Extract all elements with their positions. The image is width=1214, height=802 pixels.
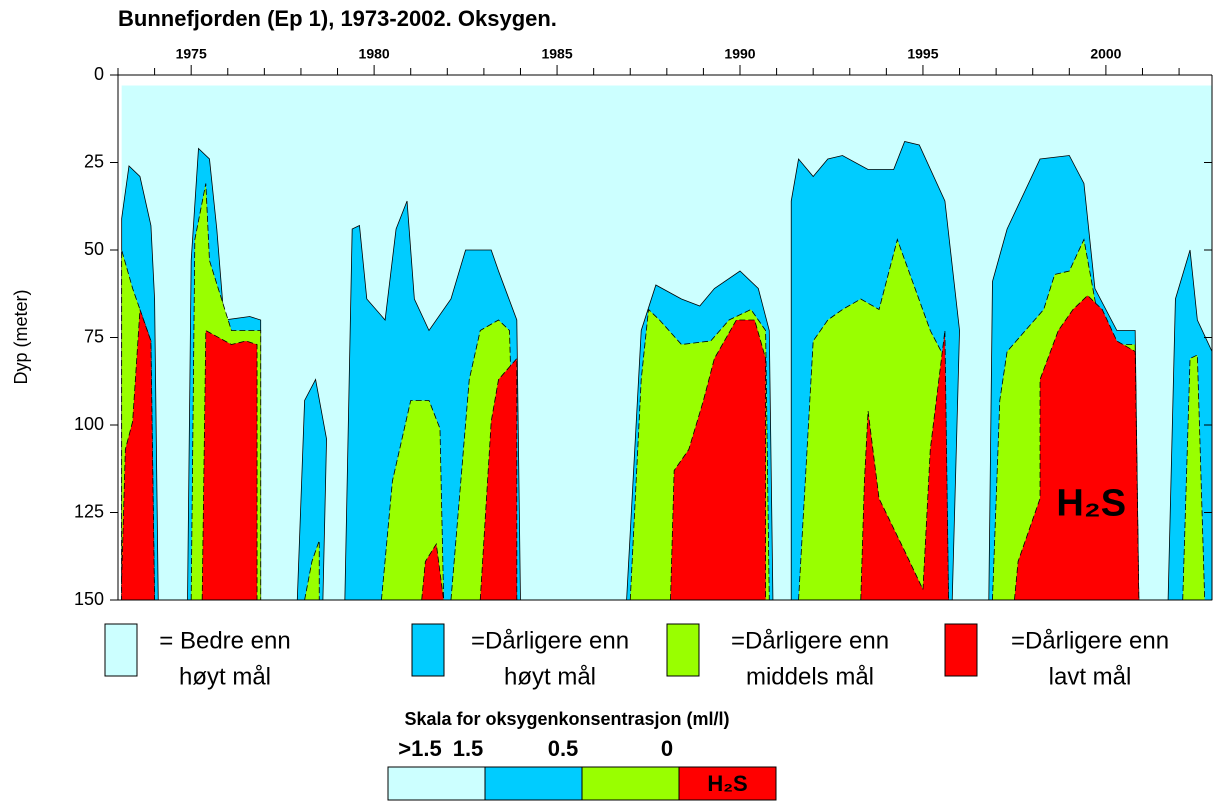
contour-region xyxy=(201,329,258,601)
scale-label: 0.5 xyxy=(548,736,579,761)
scale-label: >1.5 xyxy=(398,736,441,761)
x-tick-label: 1975 xyxy=(176,46,207,62)
legend-label: lavt mål xyxy=(1049,663,1132,690)
scale-cell xyxy=(678,766,777,801)
x-tick-label: 1990 xyxy=(724,46,755,62)
y-tick-label: 75 xyxy=(84,326,104,346)
scale-cell xyxy=(387,766,486,801)
legend: = Bedre enn høyt mål =Dårligere enn høyt må… xyxy=(104,623,1169,690)
legend-label: høyt mål xyxy=(504,663,596,690)
contour-region xyxy=(860,330,949,601)
legend-label: = Bedre enn xyxy=(159,627,290,654)
contour-region xyxy=(1182,354,1206,601)
legend-swatch xyxy=(944,623,978,677)
y-tick-label: 100 xyxy=(74,414,104,434)
scale-label: 0 xyxy=(661,736,673,761)
contour-region xyxy=(421,542,445,601)
scale-cell xyxy=(484,766,583,801)
x-tick-label: 1995 xyxy=(907,46,938,62)
legend-label: middels mål xyxy=(746,663,874,690)
legend-swatch xyxy=(411,623,445,677)
contour-region xyxy=(1013,294,1140,601)
scale-title: Skala for oksygenkonsentrasjon (ml/l) xyxy=(404,709,729,729)
annotation: H₂S xyxy=(1056,483,1126,525)
y-tick-label: 25 xyxy=(84,151,104,171)
chart-title: Bunnefjorden (Ep 1), 1973-2002. Oksygen. xyxy=(118,6,557,31)
legend-label: høyt mål xyxy=(179,663,271,690)
legend-label: =Dårligere enn xyxy=(1011,627,1169,654)
scale-cell-label: H₂S xyxy=(707,771,747,796)
contour-regions: H₂S xyxy=(121,85,1213,601)
x-tick-label: 1980 xyxy=(359,46,390,62)
scale-bar: Skala for oksygenkonsentrasjon (ml/l) >1.… xyxy=(387,709,777,801)
legend-swatch xyxy=(104,623,138,677)
y-tick-label: 0 xyxy=(94,64,104,84)
contour-region xyxy=(304,540,320,601)
y-axis-label: Dyp (meter) xyxy=(11,289,31,384)
legend-label: =Dårligere enn xyxy=(471,627,629,654)
x-tick-label: 2000 xyxy=(1090,46,1121,62)
legend-swatch xyxy=(666,623,700,677)
axes: 0 25 50 75 100 125 150 1975 1980 1985 1990 1995 2000 xyxy=(74,46,1213,609)
contour-region xyxy=(670,319,767,601)
y-tick-label: 50 xyxy=(84,239,104,259)
y-tick-label: 150 xyxy=(74,589,104,609)
scale-cell xyxy=(581,766,680,801)
contour-region xyxy=(380,400,445,601)
y-tick-label: 125 xyxy=(74,501,104,521)
x-tick-label: 1985 xyxy=(541,46,572,62)
scale-label: 1.5 xyxy=(453,736,484,761)
legend-label: =Dårligere enn xyxy=(731,627,889,654)
